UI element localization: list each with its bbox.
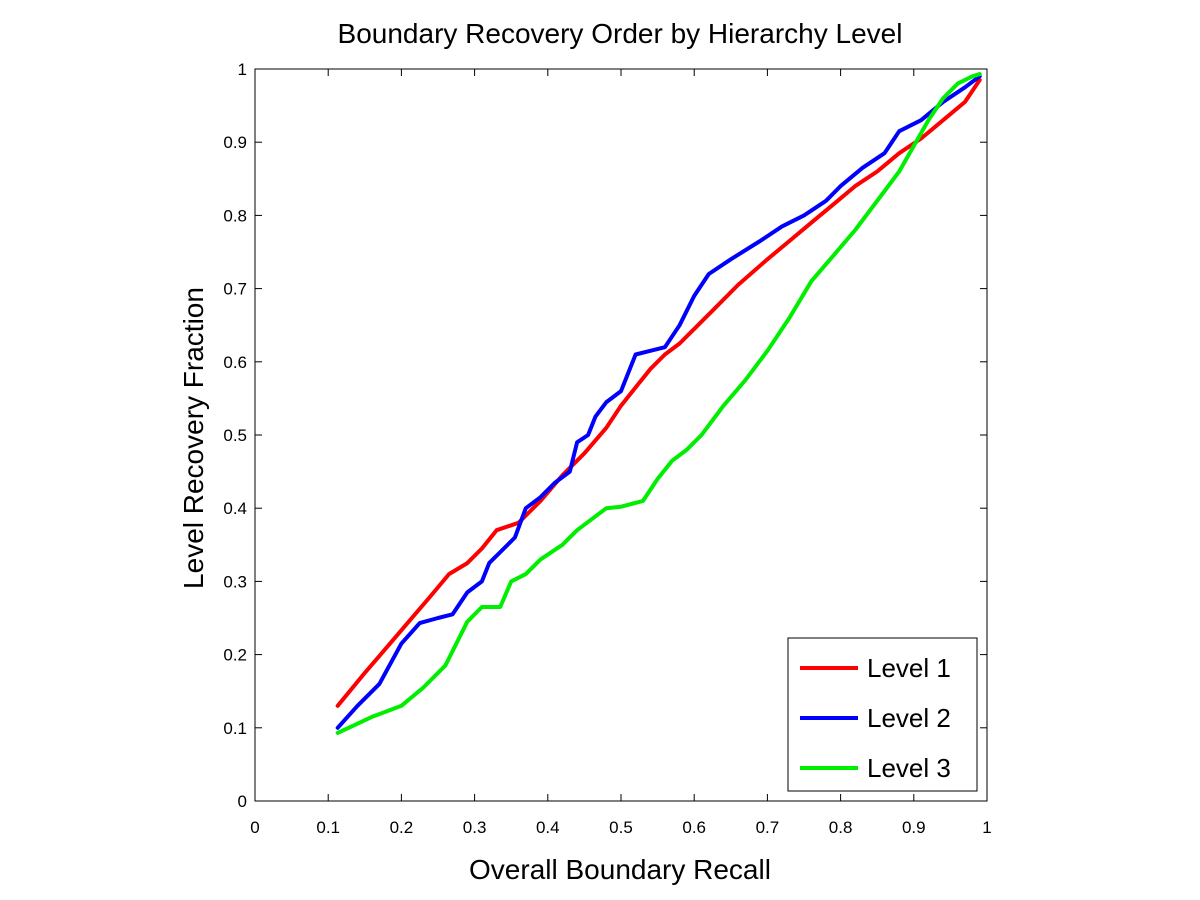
legend-label-1: Level 1 (867, 653, 951, 683)
y-tick-label: 0 (238, 792, 247, 811)
legend: Level 1 Level 2 Level 3 (787, 637, 978, 792)
y-tick-label: 0.1 (223, 719, 247, 738)
y-tick-label: 0.4 (223, 499, 247, 518)
series-lines (335, 72, 982, 735)
x-tick-label: 0.6 (682, 818, 706, 837)
x-tick-label: 0.5 (609, 818, 633, 837)
y-tick-label: 0.9 (223, 133, 247, 152)
x-axis-label: Overall Boundary Recall (469, 854, 771, 885)
y-tick-label: 0.7 (223, 280, 247, 299)
legend-box (787, 637, 978, 792)
series-line-3 (335, 72, 982, 735)
x-tick-label: 0.4 (536, 818, 560, 837)
y-tick-label: 0.8 (223, 206, 247, 225)
x-tick-label: 0.7 (756, 818, 780, 837)
series-line-1 (335, 78, 982, 708)
series-line-2 (335, 74, 982, 730)
y-axis-label: Level Recovery Fraction (178, 287, 209, 589)
y-tick-label: 0.2 (223, 646, 247, 665)
chart-title: Boundary Recovery Order by Hierarchy Lev… (338, 18, 903, 49)
x-tick-label: 0.1 (316, 818, 340, 837)
x-tick-label: 0.8 (829, 818, 853, 837)
y-tick-label: 0.5 (223, 426, 247, 445)
y-tick-label: 0.6 (223, 353, 247, 372)
y-tick-label: 1 (238, 60, 247, 79)
legend-label-3: Level 3 (867, 753, 951, 783)
y-tick-label: 0.3 (223, 572, 247, 591)
x-tick-label: 0 (250, 818, 259, 837)
x-tick-label: 1 (982, 818, 991, 837)
x-tick-label: 0.9 (902, 818, 926, 837)
x-tick-label: 0.2 (390, 818, 414, 837)
legend-label-2: Level 2 (867, 703, 951, 733)
axis-ticks: 0 0.1 0.2 0.3 0.4 0.5 0.6 0.7 0.8 0.9 1 0 0.1 0.2 0.3 0… (223, 60, 991, 837)
x-tick-label: 0.3 (463, 818, 487, 837)
